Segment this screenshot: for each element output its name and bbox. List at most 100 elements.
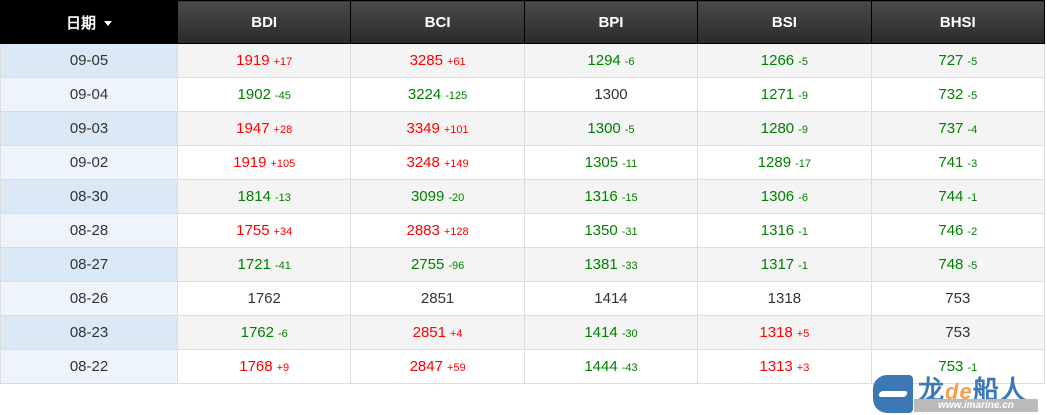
index-value: 1414: [594, 290, 628, 307]
index-cell-bci: 3349 +101: [350, 111, 525, 146]
date-cell: 08-23: [0, 315, 178, 350]
index-value: 1266: [760, 52, 795, 69]
index-value: 1350: [584, 222, 618, 239]
index-cell-bci: 3248 +149: [350, 145, 525, 180]
index-cell-bdi: 1721 -41: [176, 247, 352, 282]
column-header-bsi[interactable]: BSI: [697, 0, 872, 44]
column-header-bdi[interactable]: BDI: [176, 0, 352, 44]
index-change: -9: [798, 90, 808, 102]
index-cell-bci: 2883 +128: [350, 213, 525, 248]
index-value: 1300: [587, 120, 621, 137]
index-change: -41: [274, 260, 291, 272]
index-cell-bdi: 1902 -45: [176, 77, 352, 112]
index-change: -43: [621, 362, 638, 374]
index-value: 1300: [594, 86, 628, 103]
index-value: 1318: [759, 324, 793, 341]
table-row: 08-26 1762 2851 1414 1318 753: [0, 281, 1046, 316]
index-value: 1762: [247, 290, 281, 307]
column-header-bci[interactable]: BCI: [350, 0, 525, 44]
index-cell-bhsi: 732 -5: [870, 77, 1046, 112]
table-row: 09-02 1919 +105 3248 +149 1305 -11 1289 -17 741 -3: [0, 145, 1046, 180]
index-cell-bci: 3285 +61: [350, 43, 525, 78]
index-cell-bsi: 1318: [697, 281, 872, 316]
date-cell: 08-27: [0, 247, 178, 282]
index-value: 744: [938, 188, 964, 205]
index-value: 753: [938, 358, 964, 375]
index-change: -5: [967, 90, 978, 102]
index-value: 753: [945, 324, 971, 341]
index-value: 1316: [760, 222, 795, 239]
index-change: -30: [621, 328, 638, 340]
index-value: 727: [938, 52, 964, 69]
table-row: 08-27 1721 -41 2755 -96 1381 -33 1317 -1 748 -5: [0, 247, 1046, 282]
column-header-date[interactable]: 日期: [0, 0, 178, 44]
index-change: -1: [967, 362, 978, 374]
index-value: 748: [938, 256, 964, 273]
index-cell-bsi: 1318 +5: [697, 315, 872, 350]
index-cell-bhsi: 741 -3: [870, 145, 1046, 180]
index-value: 2847: [409, 358, 443, 375]
date-cell: 08-22: [0, 349, 178, 384]
caret-down-icon: [104, 21, 112, 27]
index-change: -13: [274, 192, 291, 204]
index-cell-bpi: 1300 -5: [523, 111, 699, 146]
index-cell-bhsi: 753: [870, 281, 1046, 316]
index-change: +105: [270, 158, 296, 170]
date-cell: 08-26: [0, 281, 178, 316]
index-value: 2851: [420, 290, 455, 307]
index-value: 1814: [237, 188, 271, 205]
index-value: 732: [938, 86, 964, 103]
index-change: +34: [273, 226, 293, 238]
index-change: -5: [798, 56, 808, 68]
index-value: 3224: [407, 86, 442, 103]
index-change: -6: [277, 328, 288, 340]
index-cell-bdi: 1947 +28: [176, 111, 352, 146]
index-cell-bsi: 1266 -5: [697, 43, 872, 78]
date-cell: 09-04: [0, 77, 178, 112]
index-cell-bdi: 1762 -6: [176, 315, 352, 350]
shipping-index-table: 日期 BDI BCI BPI BSI BHSI 09-05 1919 +17 3285…: [0, 0, 1046, 384]
index-cell-bdi: 1762: [176, 281, 352, 316]
date-cell: 09-05: [0, 43, 178, 78]
index-change: -3: [967, 158, 978, 170]
index-value: 1414: [584, 324, 618, 341]
index-change: -15: [621, 192, 638, 204]
index-cell-bhsi: 727 -5: [870, 43, 1046, 78]
column-header-bpi[interactable]: BPI: [523, 0, 699, 44]
index-cell-bsi: 1289 -17: [697, 145, 872, 180]
index-value: 1316: [584, 188, 618, 205]
index-value: 1721: [237, 256, 271, 273]
index-value: 1305: [584, 154, 619, 171]
index-cell-bpi: 1305 -11: [523, 145, 699, 180]
table-row: 09-03 1947 +28 3349 +101 1300 -5 1280 -9 737 -4: [0, 111, 1046, 146]
index-cell-bhsi: 748 -5: [870, 247, 1046, 282]
logo-url: www.imarine.cn: [914, 399, 1038, 412]
index-change: +17: [273, 56, 293, 68]
table-row: 09-05 1919 +17 3285 +61 1294 -6 1266 -5 727 -5: [0, 43, 1046, 78]
index-value: 1317: [760, 256, 795, 273]
index-change: +149: [443, 158, 469, 170]
index-cell-bsi: 1317 -1: [697, 247, 872, 282]
imarine-watermark-logo: 龙de船人 www.imarine.cn: [870, 372, 1045, 415]
index-cell-bci: 2755 -96: [350, 247, 525, 282]
index-cell-bpi: 1444 -43: [523, 349, 699, 384]
index-cell-bhsi: 737 -4: [870, 111, 1046, 146]
index-cell-bci: 3099 -20: [350, 179, 525, 214]
index-change: +3: [796, 362, 810, 374]
index-cell-bpi: 1414 -30: [523, 315, 699, 350]
index-change: -1: [967, 192, 978, 204]
index-value: 1381: [584, 256, 618, 273]
index-value: 1902: [237, 86, 271, 103]
index-change: -17: [795, 158, 811, 170]
index-change: -45: [274, 90, 291, 102]
index-change: -125: [445, 90, 468, 102]
table-row: 08-22 1768 +9 2847 +59 1444 -43 1313 +3 753 -1: [0, 349, 1046, 384]
index-change: +9: [276, 362, 290, 374]
index-value: 1271: [760, 86, 795, 103]
index-change: -9: [798, 124, 808, 136]
index-cell-bpi: 1350 -31: [523, 213, 699, 248]
index-cell-bdi: 1919 +105: [176, 145, 352, 180]
index-value: 3099: [410, 188, 445, 205]
column-header-bhsi[interactable]: BHSI: [870, 0, 1046, 44]
index-change: +59: [446, 362, 466, 374]
